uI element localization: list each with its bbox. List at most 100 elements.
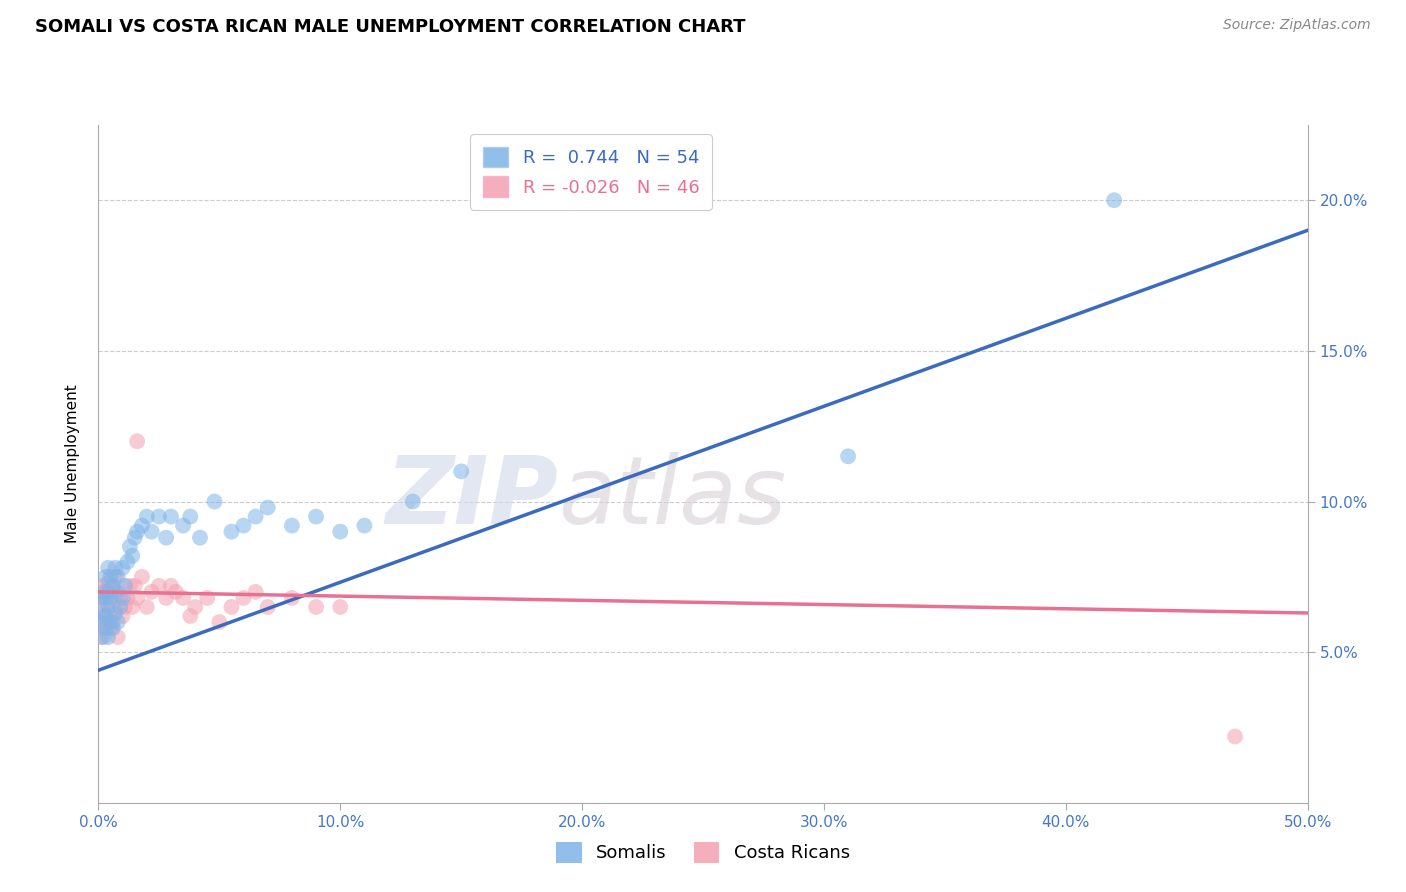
Point xyxy=(91,630,114,644)
Point xyxy=(245,509,267,524)
Point xyxy=(141,524,163,539)
Point xyxy=(208,615,231,629)
Point xyxy=(91,621,114,635)
Point xyxy=(91,591,114,605)
Point xyxy=(104,599,127,614)
Point xyxy=(101,615,124,629)
Point xyxy=(837,450,859,464)
Point xyxy=(204,494,226,508)
Point xyxy=(256,500,278,515)
Point xyxy=(94,621,117,635)
Point xyxy=(94,609,117,624)
Point xyxy=(179,609,201,624)
Point xyxy=(160,579,183,593)
Point xyxy=(107,585,129,599)
Point xyxy=(160,509,183,524)
Point xyxy=(353,518,375,533)
Point xyxy=(221,524,243,539)
Point xyxy=(117,555,139,569)
Point xyxy=(232,518,254,533)
Point xyxy=(90,615,112,629)
Point xyxy=(131,570,153,584)
Point xyxy=(179,509,201,524)
Point xyxy=(127,434,149,449)
Point xyxy=(188,531,211,545)
Legend: Somalis, Costa Ricans: Somalis, Costa Ricans xyxy=(547,833,859,871)
Point xyxy=(121,549,143,563)
Point xyxy=(172,518,194,533)
Point xyxy=(195,591,218,605)
Point xyxy=(124,531,146,545)
Point xyxy=(114,599,136,614)
Point xyxy=(155,531,177,545)
Text: ZIP: ZIP xyxy=(385,451,558,544)
Point xyxy=(135,599,157,614)
Point xyxy=(111,561,134,575)
Point xyxy=(91,579,114,593)
Point xyxy=(90,591,112,605)
Point xyxy=(100,621,122,635)
Point xyxy=(104,606,127,620)
Point xyxy=(141,585,163,599)
Point xyxy=(91,606,114,620)
Point xyxy=(107,570,129,584)
Point xyxy=(100,591,122,605)
Point xyxy=(111,609,134,624)
Point xyxy=(450,464,472,478)
Point xyxy=(104,570,127,584)
Point xyxy=(155,591,177,605)
Point xyxy=(221,599,243,614)
Point xyxy=(124,579,146,593)
Point xyxy=(107,630,129,644)
Point xyxy=(117,591,139,605)
Point xyxy=(1102,193,1125,207)
Point xyxy=(104,561,127,575)
Point xyxy=(172,591,194,605)
Point xyxy=(135,509,157,524)
Point xyxy=(100,591,122,605)
Point xyxy=(104,585,127,599)
Point xyxy=(329,524,352,539)
Point xyxy=(111,591,134,605)
Point xyxy=(256,599,278,614)
Point xyxy=(108,599,131,614)
Point xyxy=(101,579,124,593)
Point xyxy=(101,579,124,593)
Point xyxy=(127,524,149,539)
Point xyxy=(97,630,120,644)
Point xyxy=(100,615,122,629)
Point xyxy=(281,591,304,605)
Point xyxy=(118,579,141,593)
Text: atlas: atlas xyxy=(558,452,786,543)
Text: SOMALI VS COSTA RICAN MALE UNEMPLOYMENT CORRELATION CHART: SOMALI VS COSTA RICAN MALE UNEMPLOYMENT … xyxy=(35,18,745,36)
Point xyxy=(94,591,117,605)
Point xyxy=(305,509,328,524)
Point xyxy=(91,585,114,599)
Point xyxy=(281,518,304,533)
Point xyxy=(148,509,170,524)
Point xyxy=(107,615,129,629)
Point xyxy=(90,599,112,614)
Point xyxy=(97,561,120,575)
Point xyxy=(1223,730,1246,744)
Point xyxy=(94,615,117,629)
Point xyxy=(97,585,120,599)
Point xyxy=(90,630,112,644)
Point xyxy=(165,585,187,599)
Point xyxy=(402,494,425,508)
Point xyxy=(305,599,328,614)
Y-axis label: Male Unemployment: Male Unemployment xyxy=(65,384,80,543)
Point xyxy=(108,591,131,605)
Point xyxy=(94,570,117,584)
Point xyxy=(101,621,124,635)
Point xyxy=(232,591,254,605)
Point xyxy=(114,579,136,593)
Point xyxy=(100,570,122,584)
Point xyxy=(97,599,120,614)
Point xyxy=(245,585,267,599)
Point xyxy=(97,606,120,620)
Point xyxy=(97,575,120,590)
Point xyxy=(127,591,149,605)
Point xyxy=(94,585,117,599)
Point xyxy=(148,579,170,593)
